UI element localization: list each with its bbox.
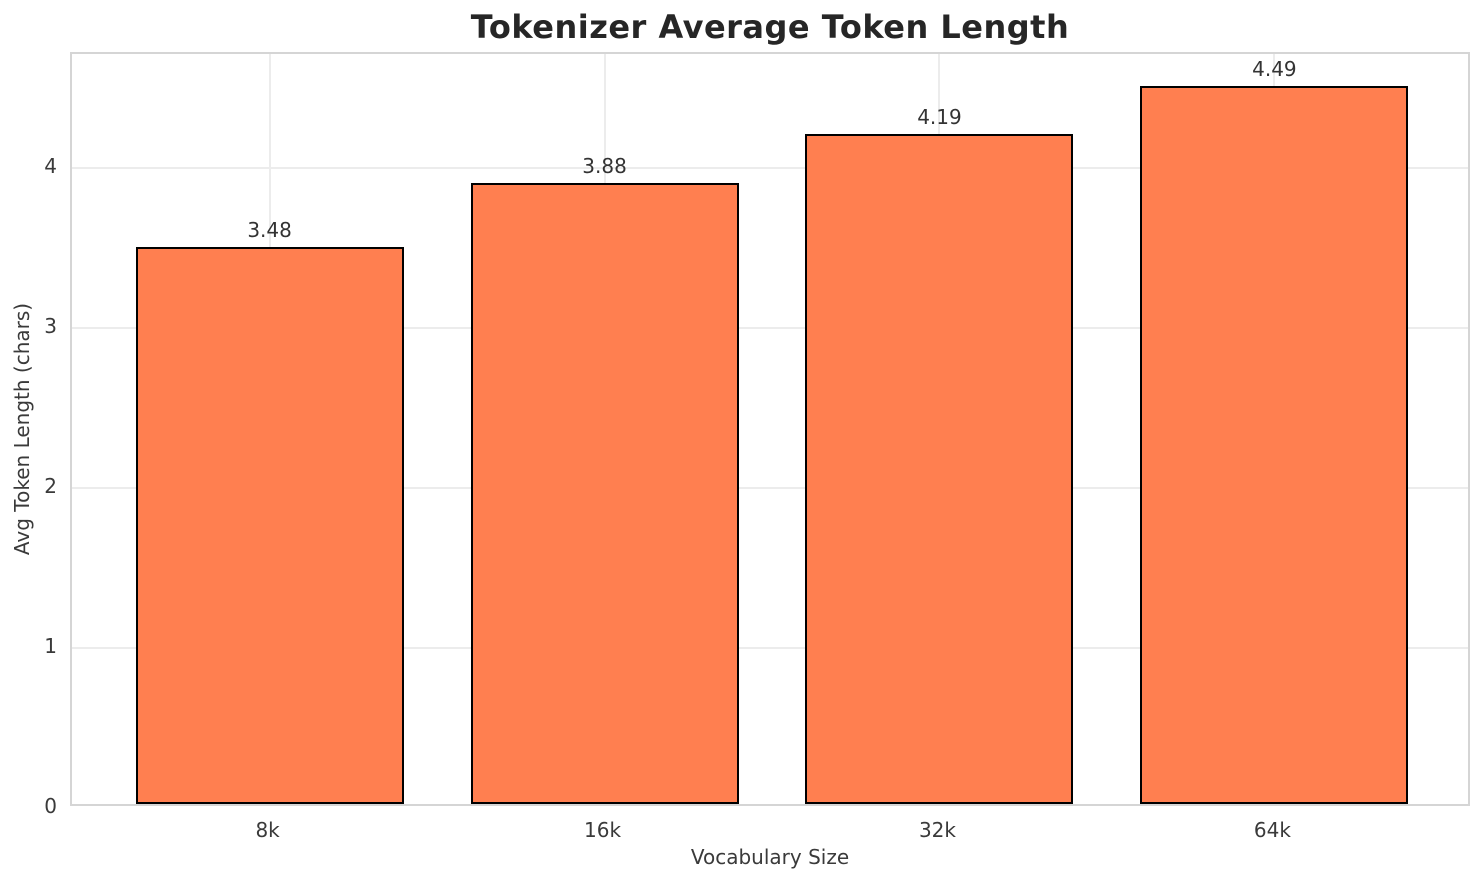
bar-64k <box>1140 85 1409 804</box>
bar-value-label: 4.19 <box>917 104 962 129</box>
y-tick-label: 1 <box>44 634 57 658</box>
y-tick-label: 0 <box>44 794 57 818</box>
bar-value-label: 3.88 <box>582 154 627 179</box>
x-tick-label: 8k <box>255 818 280 842</box>
x-axis-label: Vocabulary Size <box>690 845 850 869</box>
y-tick-label: 2 <box>44 474 57 498</box>
y-axis-label: Avg Token Length (chars) <box>10 302 34 556</box>
x-tick-label: 32k <box>918 818 956 842</box>
x-tick-label: 64k <box>1253 818 1291 842</box>
bar-32k <box>805 133 1074 804</box>
plot-area: 3.48 3.88 4.19 4.49 <box>70 52 1470 806</box>
bar-value-label: 3.48 <box>247 218 292 243</box>
x-tick-label: 16k <box>584 818 622 842</box>
bar-value-label: 4.49 <box>1252 56 1297 81</box>
y-tick-label: 3 <box>44 314 57 338</box>
y-tick-label: 4 <box>44 154 57 178</box>
chart-title: Tokenizer Average Token Length <box>470 8 1070 46</box>
bar-16k <box>470 183 739 804</box>
bar-8k <box>135 247 404 804</box>
